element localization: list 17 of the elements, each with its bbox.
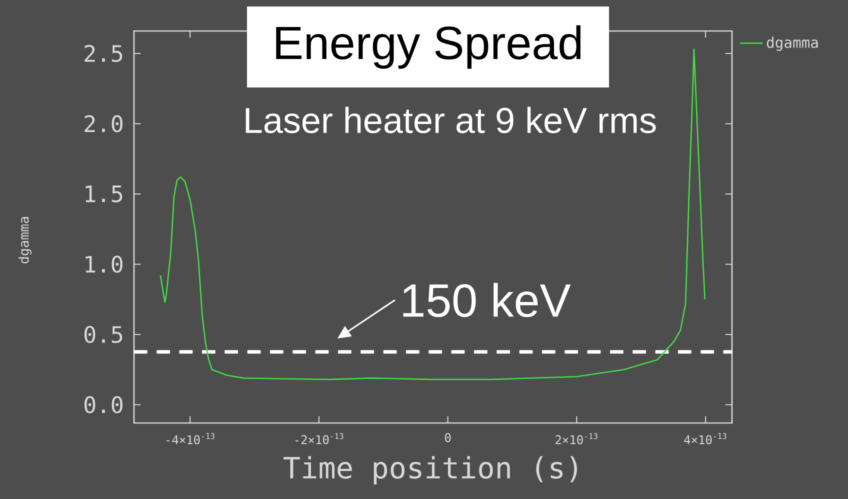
x-tick-label: -4×10$^{-13}$ xyxy=(166,433,214,444)
x-tick-label: 2×10$^{-13}$ xyxy=(556,433,598,444)
y-tick-label: 0.0 xyxy=(84,396,122,414)
y-tick-label: 1.5 xyxy=(86,186,122,202)
y-tick-label: 1.0 xyxy=(86,256,122,273)
x-tick-label: 0 xyxy=(444,433,451,442)
legend-label: dgamma xyxy=(766,36,818,51)
x-tick-label: -2×10$^{-13}$ xyxy=(295,433,344,444)
y-tick-label: 2.0 xyxy=(84,115,122,132)
y-axis-title: dgamma xyxy=(18,217,32,264)
y-tick-label: 0.5 xyxy=(84,326,122,344)
legend-label: 150 keV xyxy=(403,282,571,318)
text: Laser heater at 9 keV rms xyxy=(246,106,656,134)
x-tick-label: 4×10$^{-13}$ xyxy=(684,433,726,444)
chart-title: Energy Spread xyxy=(276,25,581,69)
x-axis-title: Time position (s) xyxy=(284,456,577,484)
y-tick-label: 2.5 xyxy=(84,44,122,62)
